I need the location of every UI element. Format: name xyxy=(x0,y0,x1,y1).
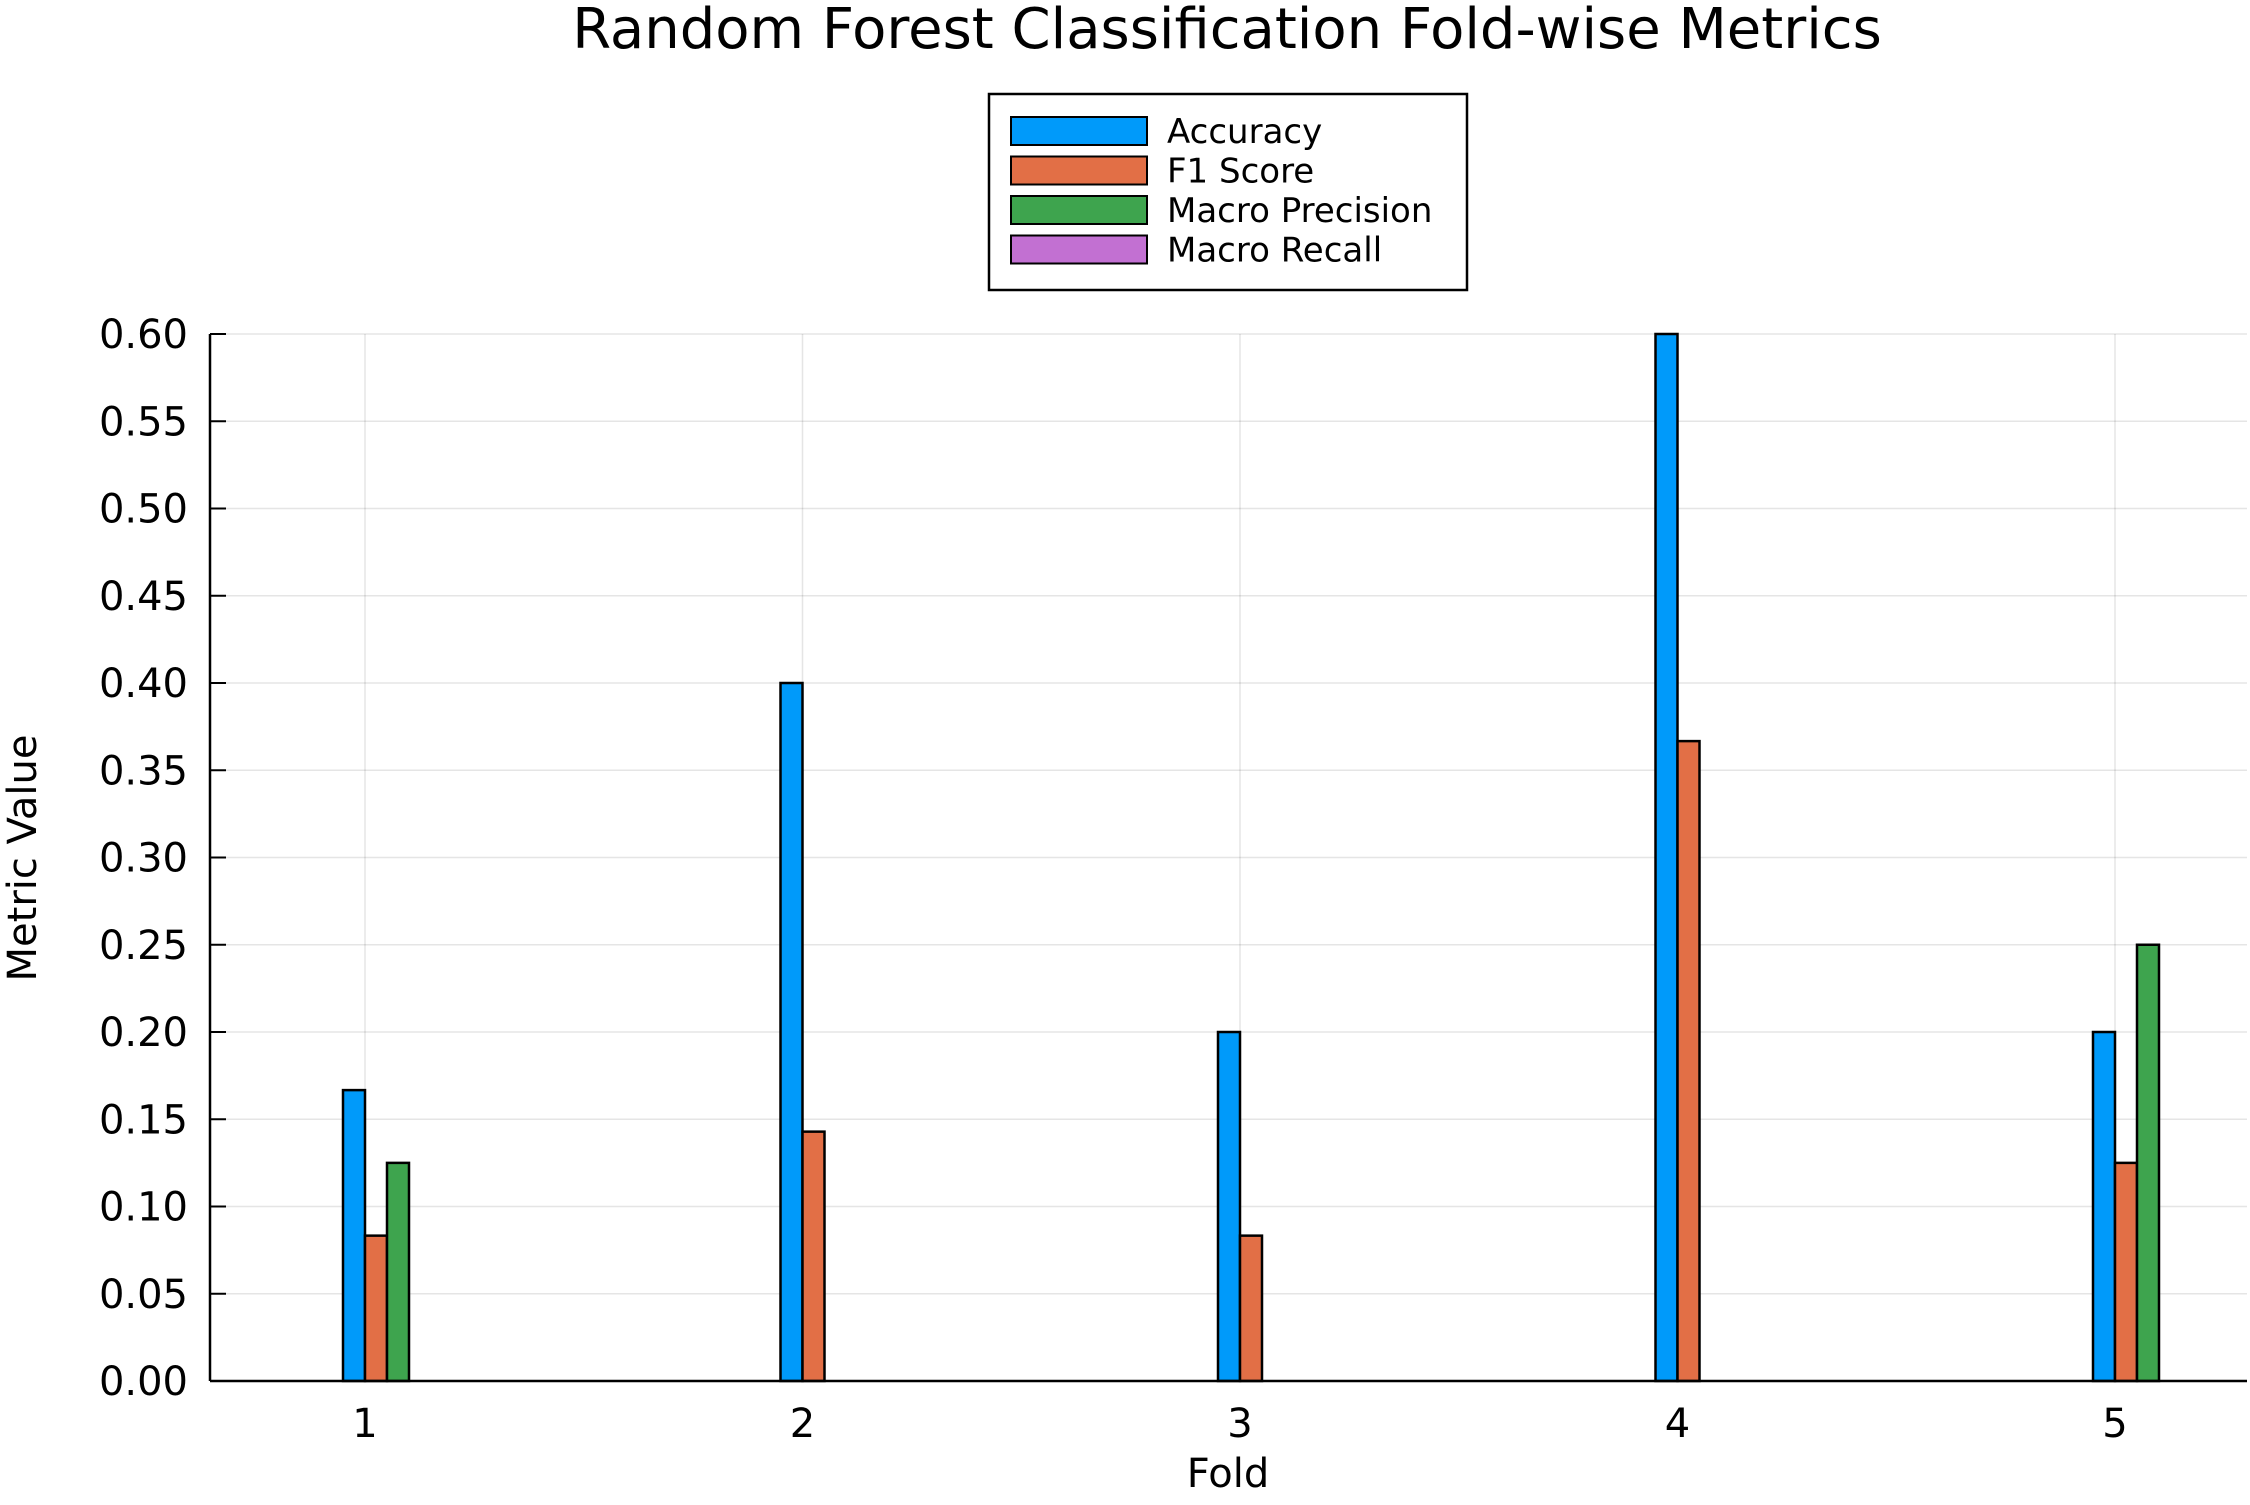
y-tick-label: 0.60 xyxy=(99,312,188,358)
bar-f1-score-fold-5 xyxy=(2113,1161,2139,1383)
y-tick-label: 0.15 xyxy=(99,1097,188,1143)
legend-swatch xyxy=(1010,116,1148,146)
legend-label: F1 Score xyxy=(1167,152,1314,192)
y-tick-label: 0.05 xyxy=(99,1272,188,1318)
bar-accuracy-fold-3 xyxy=(1216,1030,1242,1383)
y-tick-label: 0.45 xyxy=(99,574,188,620)
y-tick-label: 0.20 xyxy=(99,1010,188,1056)
x-axis-label: Fold xyxy=(1187,1451,1270,1497)
y-tick-label: 0.30 xyxy=(99,836,188,882)
bar-accuracy-fold-5 xyxy=(2091,1030,2117,1383)
x-tick-label: 5 xyxy=(2102,1401,2127,1447)
bar-accuracy-fold-4 xyxy=(1654,332,1679,1383)
legend-label: Macro Precision xyxy=(1167,191,1432,231)
bar-accuracy-fold-1 xyxy=(341,1088,367,1383)
x-tick-label: 4 xyxy=(1665,1401,1690,1447)
bar-f1-score-fold-4 xyxy=(1676,739,1701,1383)
chart-title: Random Forest Classification Fold-wise M… xyxy=(572,0,1882,62)
y-tick-label: 0.35 xyxy=(99,748,188,794)
legend-swatch xyxy=(1010,234,1148,265)
y-tick-label: 0.55 xyxy=(99,399,188,445)
bars xyxy=(341,332,2161,1383)
y-tick-label: 0.25 xyxy=(99,923,188,969)
x-tick-label: 3 xyxy=(1227,1401,1252,1447)
x-tick-label: 1 xyxy=(352,1401,377,1447)
legend-swatch xyxy=(1010,195,1148,225)
bar-macro-precision-fold-1 xyxy=(385,1161,411,1383)
bar-f1-score-fold-3 xyxy=(1238,1234,1264,1383)
bar-macro-precision-fold-5 xyxy=(2135,943,2161,1383)
legend-label: Macro Recall xyxy=(1167,231,1382,271)
bar-f1-score-fold-2 xyxy=(801,1130,826,1383)
y-tick-label: 0.10 xyxy=(99,1185,188,1231)
x-ticks: 1 2 3 4 5 xyxy=(352,1365,2128,1447)
legend-swatch xyxy=(1010,155,1148,186)
y-tick-label: 0.00 xyxy=(99,1359,188,1405)
bar-f1-score-fold-1 xyxy=(363,1234,389,1383)
y-axis-label: Metric Value xyxy=(0,735,46,982)
y-tick-label: 0.40 xyxy=(99,661,188,707)
y-tick-label: 0.50 xyxy=(99,487,188,533)
y-ticks: 0.00 0.05 0.10 0.15 0.20 0.25 0.30 0.35 0.40 0.45… xyxy=(99,312,226,1405)
bar-accuracy-fold-2 xyxy=(779,681,804,1383)
legend-label: Accuracy xyxy=(1167,112,1322,152)
x-tick-label: 2 xyxy=(790,1401,815,1447)
